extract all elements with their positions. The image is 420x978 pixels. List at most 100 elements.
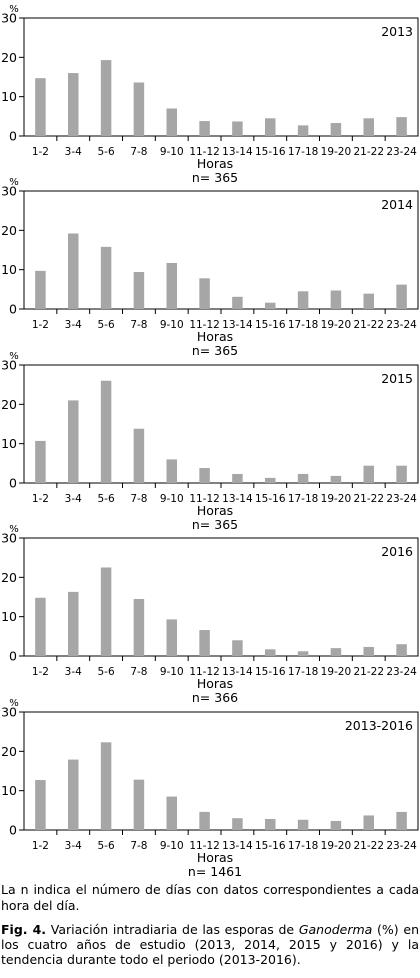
n-label: n= 365 xyxy=(192,343,238,358)
bar xyxy=(166,108,177,136)
plot-frame xyxy=(23,190,419,310)
n-label: n= 1461 xyxy=(188,864,242,879)
y-tick-label: 20 xyxy=(1,50,17,65)
x-axis-label: Horas xyxy=(197,503,233,518)
plot-frame xyxy=(23,537,419,657)
x-tick-label: 15-16 xyxy=(255,319,286,331)
x-tick-label: 13-14 xyxy=(222,319,253,331)
bar xyxy=(363,815,374,830)
y-tick-label: 10 xyxy=(1,783,17,798)
x-tick-label: 5-6 xyxy=(98,319,115,331)
x-tick-label: 11-12 xyxy=(189,666,220,678)
y-tick-label: 10 xyxy=(1,436,17,451)
bar xyxy=(396,811,407,830)
bar xyxy=(330,648,342,656)
bar xyxy=(68,591,79,656)
x-tick-label: 3-4 xyxy=(65,319,82,331)
y-tick-label: 10 xyxy=(1,609,17,624)
y-unit-label: % xyxy=(9,524,19,535)
x-tick-label: 7-8 xyxy=(130,146,147,158)
y-tick-label: 0 xyxy=(9,129,17,144)
x-tick-label: 19-20 xyxy=(321,319,352,331)
x-tick-label: 17-18 xyxy=(288,319,319,331)
x-tick-label: 15-16 xyxy=(255,146,286,158)
bar xyxy=(232,818,243,830)
y-tick-label: 30 xyxy=(1,11,17,26)
caption-text-after: (%) en los cuatro años de estudio (2013,… xyxy=(1,922,419,967)
bar xyxy=(265,118,276,136)
bar xyxy=(199,121,210,136)
caption-text-before: Variación intradiaria de las esporas de xyxy=(46,922,299,937)
bar xyxy=(166,262,177,309)
bar xyxy=(297,291,309,309)
x-tick-label: 17-18 xyxy=(288,146,319,158)
y-unit-label: % xyxy=(9,4,19,15)
x-tick-label: 19-20 xyxy=(321,493,352,505)
panel-label: 2013-2016 xyxy=(345,718,413,733)
bar xyxy=(133,779,145,830)
y-tick-label: 10 xyxy=(1,262,17,277)
y-tick-label: 20 xyxy=(1,397,17,412)
bar xyxy=(166,619,177,656)
bar xyxy=(363,118,374,136)
x-tick-label: 7-8 xyxy=(130,666,147,678)
x-tick-label: 9-10 xyxy=(160,493,184,505)
x-tick-label: 7-8 xyxy=(130,319,147,331)
bar xyxy=(199,278,210,309)
bar xyxy=(396,644,407,656)
bar xyxy=(265,477,276,483)
panel-label: 2016 xyxy=(381,544,413,559)
panel-label: 2014 xyxy=(381,197,413,212)
bar xyxy=(363,646,374,656)
x-tick-label: 1-2 xyxy=(32,319,49,331)
plot-frame xyxy=(23,364,419,484)
x-tick-label: 1-2 xyxy=(32,493,49,505)
x-axis-label: Horas xyxy=(197,850,233,865)
x-tick-label: 15-16 xyxy=(255,493,286,505)
x-tick-label: 11-12 xyxy=(189,840,220,852)
bar xyxy=(133,272,145,309)
x-tick-label: 9-10 xyxy=(160,840,184,852)
x-tick-label: 9-10 xyxy=(160,146,184,158)
x-tick-label: 13-14 xyxy=(222,146,253,158)
bar xyxy=(133,598,145,656)
y-tick-label: 0 xyxy=(9,649,17,664)
x-tick-label: 7-8 xyxy=(130,493,147,505)
x-axis-label: Horas xyxy=(197,676,233,691)
bar xyxy=(199,630,210,656)
x-tick-label: 19-20 xyxy=(321,840,352,852)
x-tick-label: 5-6 xyxy=(98,146,115,158)
x-tick-label: 5-6 xyxy=(98,493,115,505)
y-unit-label: % xyxy=(9,698,19,709)
bar xyxy=(68,233,79,309)
x-axis-label: Horas xyxy=(197,156,233,171)
x-tick-label: 7-8 xyxy=(130,840,147,852)
x-tick-label: 17-18 xyxy=(288,666,319,678)
bar xyxy=(100,380,112,483)
bar xyxy=(297,651,309,656)
x-tick-label: 17-18 xyxy=(288,840,319,852)
y-tick-label: 30 xyxy=(1,184,17,199)
bar xyxy=(232,296,243,309)
y-tick-label: 0 xyxy=(9,302,17,317)
bar xyxy=(265,302,276,309)
x-tick-label: 21-22 xyxy=(353,840,384,852)
bar xyxy=(265,649,276,656)
bar xyxy=(35,78,46,136)
x-tick-label: 3-4 xyxy=(65,146,82,158)
y-tick-label: 10 xyxy=(1,89,17,104)
x-tick-label: 23-24 xyxy=(386,319,417,331)
x-tick-label: 23-24 xyxy=(386,493,417,505)
x-tick-label: 11-12 xyxy=(189,146,220,158)
bar xyxy=(199,468,210,483)
n-label: n= 365 xyxy=(192,170,238,185)
y-unit-label: % xyxy=(9,351,19,362)
panel-label: 2013 xyxy=(381,24,413,39)
bar xyxy=(363,465,374,483)
x-tick-label: 13-14 xyxy=(222,840,253,852)
bar xyxy=(396,465,407,483)
bar xyxy=(232,473,243,483)
